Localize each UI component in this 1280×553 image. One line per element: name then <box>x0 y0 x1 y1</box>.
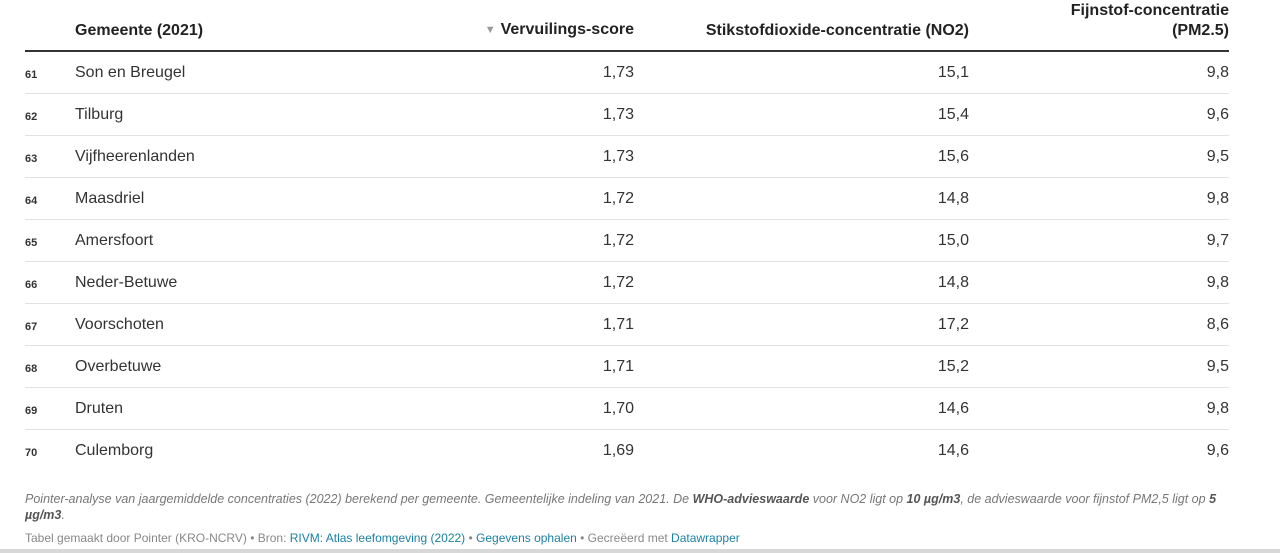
column-header-score-label: Vervuilings-score <box>500 21 634 38</box>
row-no2: 14,8 <box>937 274 969 291</box>
column-header-pm25[interactable]: Fijnstof-concentratie (PM2.5) <box>1071 1 1229 41</box>
notes-who-label: WHO-advieswaarde <box>692 492 810 506</box>
row-gemeente: Overbetuwe <box>75 358 162 375</box>
row-gemeente: Druten <box>75 400 124 417</box>
column-header-gemeente[interactable]: Gemeente (2021) <box>75 22 204 39</box>
row-vervuilings-score: 1,70 <box>602 400 634 417</box>
table-body: 61 Son en Breugel 1,73 15,1 9,8 62 Tilburg 1,73… <box>25 52 1229 471</box>
table-row: 64 Maasdriel 1,72 14,8 9,8 <box>25 178 1229 220</box>
table-row: 63 Vijfheerenlanden 1,73 15,6 9,5 <box>25 136 1229 178</box>
row-pm25: 9,5 <box>1206 358 1229 375</box>
row-pm25: 9,6 <box>1206 106 1229 123</box>
row-vervuilings-score: 1,73 <box>602 106 634 123</box>
row-no2: 14,6 <box>937 400 969 417</box>
row-vervuilings-score: 1,72 <box>602 232 634 249</box>
row-rank: 63 <box>25 153 38 165</box>
row-gemeente: Vijfheerenlanden <box>75 148 195 165</box>
table-row: 62 Tilburg 1,73 15,4 9,6 <box>25 94 1229 136</box>
row-vervuilings-score: 1,72 <box>602 274 634 291</box>
table-row: 61 Son en Breugel 1,73 15,1 9,8 <box>25 52 1229 94</box>
row-rank: 64 <box>25 195 38 207</box>
horizontal-scrollbar[interactable] <box>0 549 1280 553</box>
row-pm25: 8,6 <box>1206 316 1229 333</box>
row-vervuilings-score: 1,71 <box>602 316 634 333</box>
row-gemeente: Son en Breugel <box>75 64 186 81</box>
row-rank: 68 <box>25 363 38 375</box>
row-pm25: 9,8 <box>1206 400 1229 417</box>
row-vervuilings-score: 1,69 <box>602 442 634 459</box>
table-row: 67 Voorschoten 1,71 17,2 8,6 <box>25 304 1229 346</box>
row-pm25: 9,8 <box>1206 274 1229 291</box>
row-no2: 17,2 <box>937 316 969 333</box>
notes-text-1: Pointer-analyse van jaargemiddelde conce… <box>25 492 693 506</box>
table-row: 66 Neder-Betuwe 1,72 14,8 9,8 <box>25 262 1229 304</box>
notes-no2-value: 10 µg/m3 <box>906 492 961 506</box>
row-rank: 69 <box>25 405 38 417</box>
row-no2: 15,4 <box>937 106 969 123</box>
credits-made-by: Tabel gemaakt door Pointer (KRO-NCRV) • … <box>25 531 290 545</box>
table-notes: Pointer-analyse van jaargemiddelde conce… <box>25 491 1225 523</box>
notes-text-3: , de advieswaarde voor fijnstof PM2,5 li… <box>960 492 1210 506</box>
datawrapper-link[interactable]: Datawrapper <box>671 531 740 545</box>
row-rank: 67 <box>25 321 38 333</box>
get-data-link[interactable]: Gegevens ophalen <box>476 531 577 545</box>
row-pm25: 9,5 <box>1206 148 1229 165</box>
credits-created-with: • Gecreëerd met <box>576 531 672 545</box>
notes-text-4: . <box>61 508 65 522</box>
row-no2: 15,6 <box>937 148 969 165</box>
table-row: 70 Culemborg 1,69 14,6 9,6 <box>25 430 1229 471</box>
data-table: Gemeente (2021) ▼ Vervuilings-score Stiks… <box>25 0 1229 471</box>
table-credits: Tabel gemaakt door Pointer (KRO-NCRV) • … <box>25 530 740 546</box>
column-header-vervuilings-score[interactable]: ▼ Vervuilings-score <box>485 20 634 41</box>
row-no2: 14,6 <box>937 442 969 459</box>
row-pm25: 9,7 <box>1206 232 1229 249</box>
row-no2: 15,1 <box>937 64 969 81</box>
table-row: 69 Druten 1,70 14,6 9,8 <box>25 388 1229 430</box>
row-gemeente: Amersfoort <box>75 232 154 249</box>
row-vervuilings-score: 1,71 <box>602 358 634 375</box>
table-header: Gemeente (2021) ▼ Vervuilings-score Stiks… <box>25 0 1229 52</box>
table-row: 68 Overbetuwe 1,71 15,2 9,5 <box>25 346 1229 388</box>
row-no2: 14,8 <box>937 190 969 207</box>
source-link[interactable]: RIVM: Atlas leefomgeving (2022) <box>289 531 466 545</box>
row-pm25: 9,8 <box>1206 190 1229 207</box>
row-rank: 62 <box>25 111 38 123</box>
row-rank: 61 <box>25 69 38 81</box>
row-vervuilings-score: 1,73 <box>602 148 634 165</box>
notes-text-2: voor NO2 ligt op <box>809 492 907 506</box>
row-vervuilings-score: 1,73 <box>602 64 634 81</box>
row-pm25: 9,6 <box>1206 442 1229 459</box>
column-header-no2[interactable]: Stikstofdioxide-concentratie (NO2) <box>705 22 969 39</box>
row-rank: 65 <box>25 237 38 249</box>
row-rank: 70 <box>25 447 38 459</box>
row-gemeente: Voorschoten <box>75 316 164 333</box>
row-no2: 15,0 <box>937 232 969 249</box>
row-gemeente: Maasdriel <box>75 190 145 207</box>
column-header-pm25-line1: Fijnstof-concentratie <box>1070 2 1229 19</box>
table-row: 65 Amersfoort 1,72 15,0 9,7 <box>25 220 1229 262</box>
sort-descending-icon: ▼ <box>484 24 496 36</box>
row-gemeente: Neder-Betuwe <box>75 274 178 291</box>
row-gemeente: Culemborg <box>75 442 154 459</box>
credits-separator: • <box>465 531 477 545</box>
row-pm25: 9,8 <box>1206 64 1229 81</box>
row-vervuilings-score: 1,72 <box>602 190 634 207</box>
row-gemeente: Tilburg <box>75 106 124 123</box>
row-rank: 66 <box>25 279 38 291</box>
notes-pm-value: 5 µg/m3 <box>25 492 1217 522</box>
column-header-pm25-line2: (PM2.5) <box>1172 22 1229 39</box>
row-no2: 15,2 <box>937 358 969 375</box>
